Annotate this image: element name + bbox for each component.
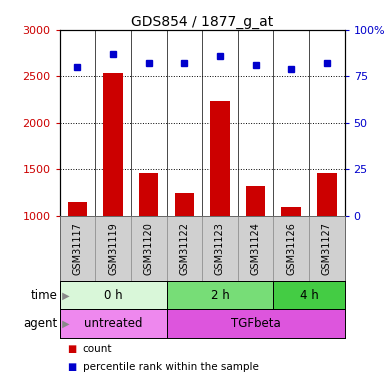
Bar — [60, 281, 166, 309]
Text: GSM31126: GSM31126 — [286, 222, 296, 275]
Bar — [281, 207, 301, 216]
Text: GSM31124: GSM31124 — [251, 222, 261, 275]
Text: GSM31119: GSM31119 — [108, 222, 118, 275]
Bar — [317, 173, 336, 216]
Bar — [246, 186, 265, 216]
Bar — [166, 309, 345, 338]
Text: untreated: untreated — [84, 317, 142, 330]
Bar — [68, 202, 87, 216]
Bar — [103, 73, 123, 216]
Text: 2 h: 2 h — [211, 289, 229, 302]
Text: 4 h: 4 h — [300, 289, 318, 302]
Text: time: time — [31, 289, 58, 302]
Text: TGFbeta: TGFbeta — [231, 317, 280, 330]
Text: GSM31122: GSM31122 — [179, 222, 189, 275]
Bar — [166, 281, 273, 309]
Text: GSM31120: GSM31120 — [144, 222, 154, 275]
Text: 0 h: 0 h — [104, 289, 122, 302]
Text: percentile rank within the sample: percentile rank within the sample — [83, 362, 259, 372]
Text: ■: ■ — [67, 362, 77, 372]
Bar — [174, 194, 194, 216]
Text: agent: agent — [23, 317, 58, 330]
Title: GDS854 / 1877_g_at: GDS854 / 1877_g_at — [131, 15, 273, 29]
Bar — [273, 281, 345, 309]
Text: ▶: ▶ — [59, 290, 70, 300]
Text: ▶: ▶ — [59, 318, 70, 328]
Text: GSM31123: GSM31123 — [215, 222, 225, 275]
Text: ■: ■ — [67, 344, 77, 354]
Text: GSM31127: GSM31127 — [322, 222, 332, 275]
Bar — [60, 309, 166, 338]
Text: GSM31117: GSM31117 — [72, 222, 82, 275]
Text: count: count — [83, 344, 112, 354]
Bar — [210, 102, 230, 216]
Bar — [139, 173, 159, 216]
